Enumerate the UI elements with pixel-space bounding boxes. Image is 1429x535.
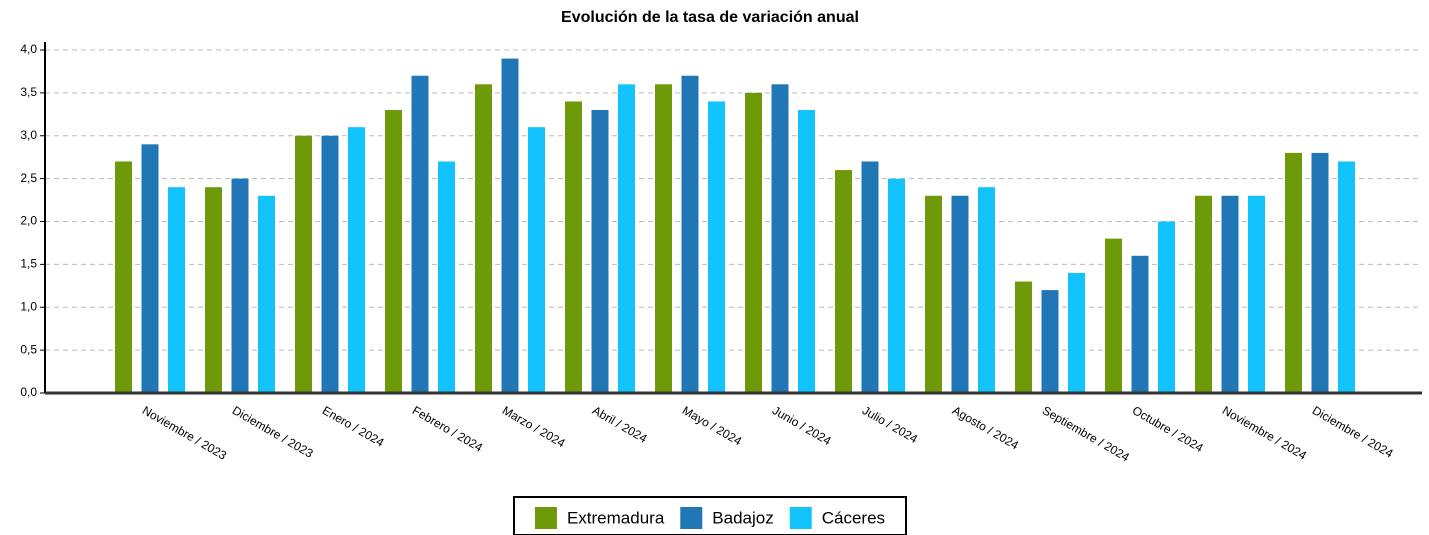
bar <box>168 187 185 393</box>
bar <box>1195 195 1212 393</box>
x-tick-label: Marzo / 2024 <box>500 403 568 450</box>
x-tick-label: Abril / 2024 <box>590 403 650 446</box>
y-tick-label: 1,5 <box>20 257 37 271</box>
legend-box <box>513 496 907 535</box>
bar <box>321 135 339 393</box>
y-tick-label: 4,0 <box>20 42 37 56</box>
bar <box>978 187 995 393</box>
bar <box>888 178 905 393</box>
x-tick-label: Julio / 2024 <box>860 403 920 446</box>
bar <box>745 92 762 393</box>
bar <box>1105 238 1122 393</box>
bar <box>925 195 942 393</box>
bar <box>295 135 312 393</box>
x-tick-label: Septiembre / 2024 <box>1040 403 1132 464</box>
bar <box>231 178 249 393</box>
bar <box>1015 281 1032 393</box>
bar <box>655 84 672 394</box>
x-tick-label: Enero / 2024 <box>320 403 387 450</box>
bar <box>1041 290 1059 393</box>
bar <box>475 84 492 394</box>
bar <box>528 127 545 394</box>
legend-label: Cáceres <box>822 508 885 527</box>
bar <box>565 101 582 393</box>
bar <box>591 110 609 394</box>
y-tick-label: 0,5 <box>20 342 37 356</box>
bar <box>1158 221 1175 393</box>
bar <box>141 144 159 393</box>
x-tick-label: Febrero / 2024 <box>410 403 485 455</box>
bar <box>438 161 455 393</box>
bar <box>501 58 519 393</box>
x-tick-label: Agosto / 2024 <box>950 403 1021 452</box>
bar <box>861 161 879 393</box>
bar <box>258 195 275 393</box>
x-tick-label: Diciembre / 2024 <box>1310 403 1396 461</box>
bar <box>708 101 725 393</box>
y-tick-label: 1,0 <box>20 299 37 313</box>
bar <box>1221 195 1239 393</box>
bar <box>835 170 852 393</box>
y-tick-label: 0,0 <box>20 385 37 399</box>
y-tick-label: 3,5 <box>20 85 37 99</box>
bar <box>205 187 222 393</box>
bar <box>411 75 429 393</box>
bar <box>951 195 969 393</box>
bar <box>618 84 635 394</box>
y-tick-label: 2,5 <box>20 171 37 185</box>
bar <box>115 161 132 393</box>
y-tick-label: 2,0 <box>20 214 37 228</box>
x-tick-label: Junio / 2024 <box>770 403 834 448</box>
legend: Extremadura Badajoz Cáceres <box>513 496 907 535</box>
bar <box>771 84 789 394</box>
legend-swatch <box>680 507 703 529</box>
bar <box>681 75 699 393</box>
legend-label: Badajoz <box>712 508 773 527</box>
x-tick-label: Noviembre / 2023 <box>140 403 229 463</box>
bar <box>1311 152 1329 393</box>
bar <box>1068 272 1085 393</box>
bar <box>385 110 402 394</box>
legend-swatch <box>534 507 557 529</box>
bar <box>1131 255 1149 393</box>
legend-label: Extremadura <box>567 508 665 527</box>
y-tick-label: 3,0 <box>20 128 37 142</box>
bar <box>1248 195 1265 393</box>
x-tick-label: Octubre / 2024 <box>1130 403 1206 455</box>
bar <box>1338 161 1355 393</box>
bar <box>348 127 365 394</box>
bar <box>798 110 815 394</box>
x-tick-label: Noviembre / 2024 <box>1220 403 1309 463</box>
x-tick-label: Mayo / 2024 <box>680 403 744 448</box>
bar <box>1285 152 1302 393</box>
legend-swatch <box>789 507 812 529</box>
x-tick-label: Diciembre / 2023 <box>230 403 316 461</box>
chart-title: Evolución de la tasa de variación anual <box>561 9 859 26</box>
